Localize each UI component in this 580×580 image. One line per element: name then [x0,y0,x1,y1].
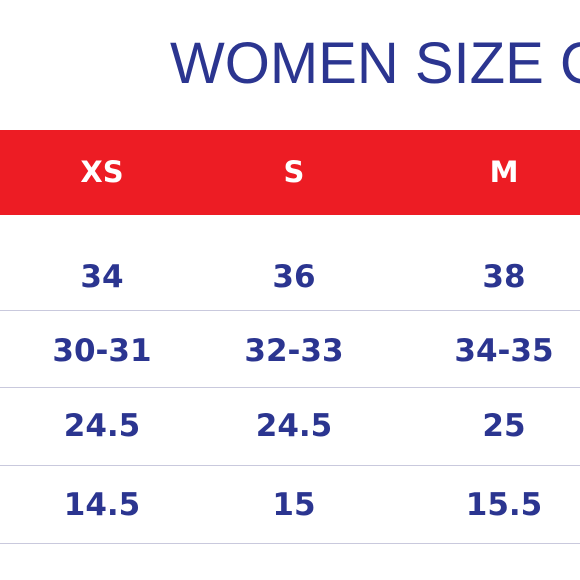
table-cell: 36 [272,259,316,295]
row-divider [0,465,580,466]
table-cell: 24.5 [63,408,141,444]
table-cell: 34-35 [454,333,554,369]
row-divider [0,387,580,388]
table-cell: 24.5 [255,408,333,444]
table-cell: 25 [482,408,526,444]
table-cell: 15 [272,487,316,523]
column-header: XS [80,155,124,189]
column-header: S [283,155,305,189]
column-header: M [489,155,519,189]
table-cell: 38 [482,259,526,295]
title: WOMEN SIZE C [170,31,580,96]
table-cell: 32-33 [244,333,344,369]
row-divider [0,310,580,311]
row-divider [0,543,580,544]
table-cell: 14.5 [63,487,141,523]
table-cell: 30-31 [52,333,152,369]
table-cell: 34 [80,259,124,295]
table-cell: 15.5 [465,487,543,523]
header-band [0,130,580,215]
